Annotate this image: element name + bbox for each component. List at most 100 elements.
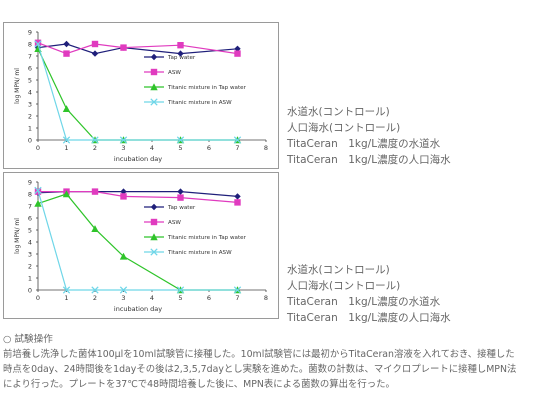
series-line xyxy=(37,42,238,55)
y-tick-label: 5 xyxy=(28,77,32,85)
data-point xyxy=(91,40,99,48)
procedure-line: により行った。プレートを37℃で48時間培養した後に、MPN表による菌数の算出を… xyxy=(3,379,395,390)
procedure-heading: ○ 試験操作 xyxy=(3,334,53,345)
data-point xyxy=(91,136,99,144)
data-point xyxy=(233,286,242,294)
data-point xyxy=(63,40,70,48)
legend-marker xyxy=(150,233,158,241)
data-point xyxy=(120,188,127,195)
y-tick-label: 6 xyxy=(28,65,32,73)
y-tick-label: 7 xyxy=(28,203,32,211)
y-tick-label: 0 xyxy=(28,287,32,295)
x-tick-label: 1 xyxy=(64,294,68,302)
y-tick-label: 3 xyxy=(28,101,32,109)
data-point xyxy=(34,199,42,207)
data-point xyxy=(119,252,128,260)
y-tick-label: 5 xyxy=(28,227,32,235)
x-tick-label: 2 xyxy=(93,144,97,152)
note-titaceran-tap: TitaCeran 1kg/L濃度の水道水 xyxy=(287,296,441,308)
data-point xyxy=(62,105,71,112)
y-tick-label: 2 xyxy=(28,263,32,271)
series-line xyxy=(37,43,238,141)
legend-marker xyxy=(150,218,158,226)
legend-label: Titanic mixture in ASW xyxy=(167,100,232,106)
y-tick-label: 8 xyxy=(28,41,32,49)
survival-chart-2: 0 1 2 3 4 5 6 7 8 9 0 1 2 3 4 5 6 7 8 incubation day log MPN… xyxy=(14,179,268,314)
y-tick-label: 0 xyxy=(28,137,32,145)
data-point xyxy=(91,286,99,294)
data-point-stroke xyxy=(233,286,242,294)
data-point-stroke xyxy=(119,136,128,144)
data-point xyxy=(234,199,241,206)
x-tick-label: 6 xyxy=(207,294,211,302)
x-tick-label: 5 xyxy=(178,144,182,152)
data-point xyxy=(176,286,185,294)
legend-marker xyxy=(150,53,158,61)
data-point xyxy=(234,193,241,200)
y-tick-label: 4 xyxy=(28,89,32,97)
data-point xyxy=(120,44,127,51)
legend-notes-2: 水道水(コントロール) 人口海水(コントロール) TitaCeran 1kg/L… xyxy=(287,262,451,326)
legend-label: Titanic mixture in Tap water xyxy=(167,85,247,91)
note-tap-water: 水道水(コントロール) xyxy=(287,264,390,276)
legend-marker-stroke xyxy=(150,248,158,256)
data-point xyxy=(234,45,241,52)
x-tick-label: 2 xyxy=(93,294,97,302)
y-tick-label: 6 xyxy=(28,215,32,223)
legend-label: Tap water xyxy=(167,55,196,61)
series-line xyxy=(37,48,238,141)
y-tick-label: 4 xyxy=(28,239,32,247)
data-point xyxy=(177,194,184,201)
x-tick-label: 6 xyxy=(207,144,211,152)
legend-marker-stroke xyxy=(150,98,158,106)
data-point-stroke xyxy=(34,186,42,195)
data-point xyxy=(63,50,70,57)
note-titaceran-asw: TitaCeran 1kg/L濃度の人口海水 xyxy=(287,312,451,324)
x-axis-label: incubation day xyxy=(114,305,162,313)
x-tick-label: 1 xyxy=(64,144,68,152)
series-line xyxy=(37,190,238,291)
legend-marker xyxy=(150,68,158,76)
x-tick-label: 0 xyxy=(36,144,40,152)
series-3 xyxy=(34,186,242,294)
data-point-stroke xyxy=(91,136,99,144)
data-point xyxy=(91,50,99,57)
x-tick-label: 3 xyxy=(121,144,125,152)
legend-marker xyxy=(150,98,158,106)
data-point-stroke xyxy=(62,136,71,144)
data-point xyxy=(62,286,71,294)
chart-panel-2: 0 1 2 3 4 5 6 7 8 9 0 1 2 3 4 5 6 7 8 incubation day log MPN… xyxy=(3,172,279,319)
legend-label: Titanic mixture in Tap water xyxy=(167,235,247,241)
x-tick-label: 7 xyxy=(235,144,239,152)
series-line xyxy=(37,43,238,55)
chart-panel-1: 0 1 2 3 4 5 6 7 8 9 0 1 2 3 4 5 6 7 8 incubation day log MPN… xyxy=(3,22,279,169)
legend-label: Titanic mixture in ASW xyxy=(167,250,232,256)
legend-label: Tap water xyxy=(167,205,196,211)
series-2 xyxy=(34,45,242,144)
x-tick-label: 3 xyxy=(121,294,125,302)
data-point-stroke xyxy=(176,286,185,294)
legend-marker xyxy=(150,203,158,211)
legend-marker xyxy=(150,83,158,91)
survival-chart-1: 0 1 2 3 4 5 6 7 8 9 0 1 2 3 4 5 6 7 8 incubation day log MPN… xyxy=(14,29,268,164)
data-point-stroke xyxy=(119,286,128,294)
y-tick-label: 2 xyxy=(28,113,32,121)
data-point-stroke xyxy=(62,286,71,294)
legend-marker xyxy=(150,248,158,256)
data-point xyxy=(233,136,242,144)
y-tick-label: 8 xyxy=(28,191,32,199)
note-asw: 人口海水(コントロール) xyxy=(287,122,401,134)
data-point xyxy=(34,39,42,46)
y-tick-label: 9 xyxy=(28,29,32,37)
data-point xyxy=(234,50,241,57)
data-point xyxy=(62,136,71,144)
series-1 xyxy=(34,39,241,57)
procedure-line: 時点を0day、24時間後を1dayその後は2,3,5,7dayとし実験を進めた… xyxy=(3,364,517,375)
data-point xyxy=(91,225,99,232)
data-point xyxy=(62,190,71,198)
data-point-stroke xyxy=(91,286,99,294)
data-point xyxy=(34,40,42,48)
data-point xyxy=(91,188,99,195)
procedure-section: ○ 試験操作 前培養し洗浄した菌体100μlを10ml試験管に接種した。10ml… xyxy=(3,332,543,392)
x-tick-label: 5 xyxy=(178,294,182,302)
